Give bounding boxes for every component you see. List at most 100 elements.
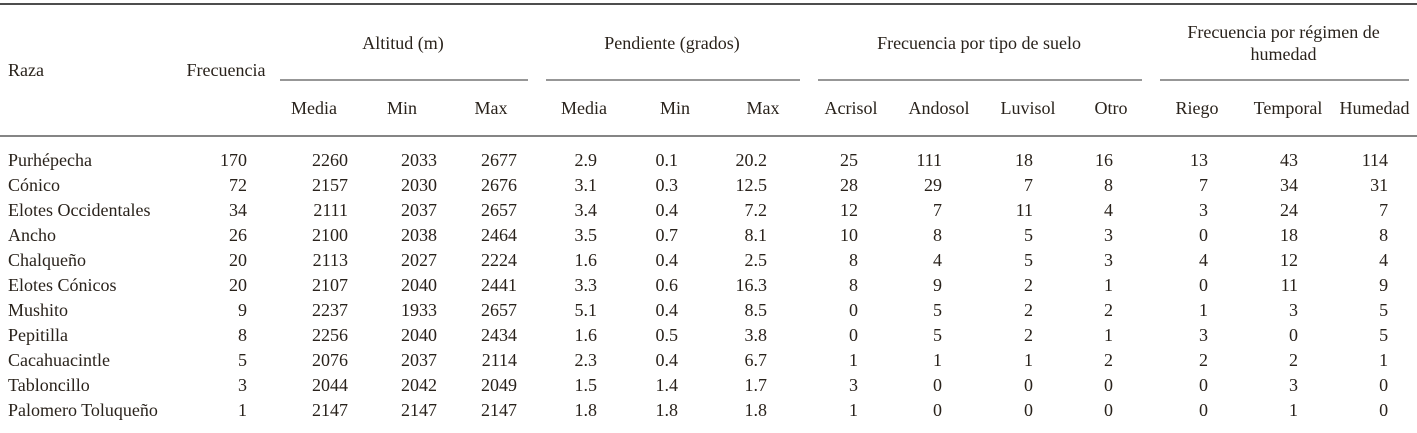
value-cell: 1933 [401,300,437,320]
value-cell: 20 [229,250,247,270]
value-cell: 3 [1199,325,1209,345]
value-cell: 2027 [401,250,437,270]
value-cell: 11 [1015,200,1034,220]
table-row: Palomero Toluqueño 1 2147 2147 2147 1.8 1.8 1.8… [0,398,1417,433]
value-cell: 7 [933,200,943,220]
value-cell: 2.3 [574,350,598,370]
raza-cell: Pepitilla [8,325,68,345]
value-cell: 2434 [481,325,518,345]
value-cell: 1 [808,398,894,433]
value-cell: 0.4 [655,250,679,270]
value-cell: 8 [1379,225,1389,245]
group-header-altitud: Altitud (m) [270,5,536,81]
value-cell: 20.2 [735,150,768,170]
value-cell: 9 [933,275,943,295]
value-cell: 13 [1190,150,1209,170]
value-cell: 3 [1289,375,1299,395]
value-cell: 7.2 [744,200,768,220]
value-cell: 7 [1379,200,1389,220]
value-cell: 7 [1024,175,1034,195]
column-header-otro: Otro [1072,81,1151,137]
value-cell: 1.4 [655,375,679,395]
column-header-acrisol: Acrisol [808,81,895,137]
column-header-andosol: Andosol [894,81,985,137]
value-cell: 2237 [312,300,348,320]
table-row: Mushito 9 2237 1933 2657 5.1 0.4 8.5 0 5 2 2 1 3 5 [0,298,1417,323]
value-cell: 3.5 [574,225,598,245]
data-table: Raza Frecuencia Altitud (m) Pendiente (g… [0,3,1417,433]
value-cell: 16 [1095,150,1114,170]
raza-cell: Chalqueño [8,250,86,270]
table-row: Cónico 72 2157 2030 2676 3.1 0.3 12.5 28 29 7 8 7 34 3… [0,173,1417,198]
value-cell: 0 [849,300,859,320]
value-cell: 1.8 [718,398,808,433]
value-cell: 18 [1280,225,1299,245]
value-cell: 0.3 [655,175,679,195]
value-cell: 3.3 [574,275,598,295]
value-cell: 170 [220,150,247,170]
value-cell: 2 [1024,325,1034,345]
value-cell: 7 [1199,175,1209,195]
value-cell: 2147 [446,398,536,433]
value-cell: 3 [1199,200,1209,220]
table-body: Purhépecha 170 2260 2033 2677 2.9 0.1 20.2 25 111… [0,137,1417,433]
value-cell: 31 [1370,175,1389,195]
value-cell: 111 [916,150,943,170]
value-cell: 5 [238,350,247,370]
column-header-altitud-max: Max [446,81,537,137]
column-header-riego: Riego [1150,81,1245,137]
value-cell: 0.4 [655,200,679,220]
value-cell: 0 [1199,225,1209,245]
value-cell: 2037 [401,200,437,220]
value-cell: 0.1 [655,150,679,170]
value-cell: 43 [1280,150,1299,170]
value-cell: 5 [1379,300,1389,320]
value-cell: 2657 [481,200,518,220]
value-cell: 2037 [401,350,437,370]
value-cell: 1 [1104,275,1114,295]
raza-cell: Elotes Cónicos [8,275,117,295]
group-header-row: Raza Frecuencia Altitud (m) Pendiente (g… [0,5,1417,137]
value-cell: 0 [1024,375,1034,395]
value-cell: 5 [1379,325,1389,345]
value-cell: 2224 [481,250,518,270]
value-cell: 12 [1280,250,1299,270]
value-cell: 2114 [481,350,518,370]
raza-cell: Ancho [8,225,56,245]
value-cell: 2147 [358,398,446,433]
value-cell: 1 [1379,350,1389,370]
value-cell: 2 [1199,350,1209,370]
value-cell: 2100 [312,225,348,245]
table-row: Tabloncillo 3 2044 2042 2049 1.5 1.4 1.7 3 0 0 0 0 3 0 [0,373,1417,398]
table-row: Elotes Occidentales 34 2111 2037 2657 3.4 0.4 7… [0,198,1417,223]
raza-cell: Cónico [8,175,60,195]
value-cell: 0 [1289,325,1299,345]
value-cell: 0 [1332,398,1417,433]
value-cell: 9 [238,300,247,320]
value-cell: 2049 [481,375,518,395]
value-cell: 2676 [481,175,518,195]
value-cell: 0.5 [655,325,679,345]
value-cell: 0 [849,325,859,345]
value-cell: 2147 [270,398,358,433]
value-cell: 3.8 [744,325,768,345]
raza-cell: Cacahuacintle [8,350,110,370]
value-cell: 0 [933,375,943,395]
value-cell: 2 [1104,350,1114,370]
value-cell: 3 [1289,300,1299,320]
value-cell: 5 [933,325,943,345]
value-cell: 8 [849,250,859,270]
raza-cell: Palomero Toluqueño [0,398,182,433]
column-header-raza: Raza [0,5,182,137]
value-cell: 1.7 [744,375,768,395]
value-cell: 8 [1104,175,1114,195]
value-cell: 26 [229,225,247,245]
value-cell: 2157 [312,175,348,195]
value-cell: 1.8 [536,398,632,433]
value-cell: 2 [1024,300,1034,320]
value-cell: 2 [1289,350,1299,370]
column-header-pendiente-max: Max [718,81,809,137]
value-cell: 1 [1244,398,1332,433]
value-cell: 0 [1199,375,1209,395]
value-cell: 9 [1379,275,1389,295]
